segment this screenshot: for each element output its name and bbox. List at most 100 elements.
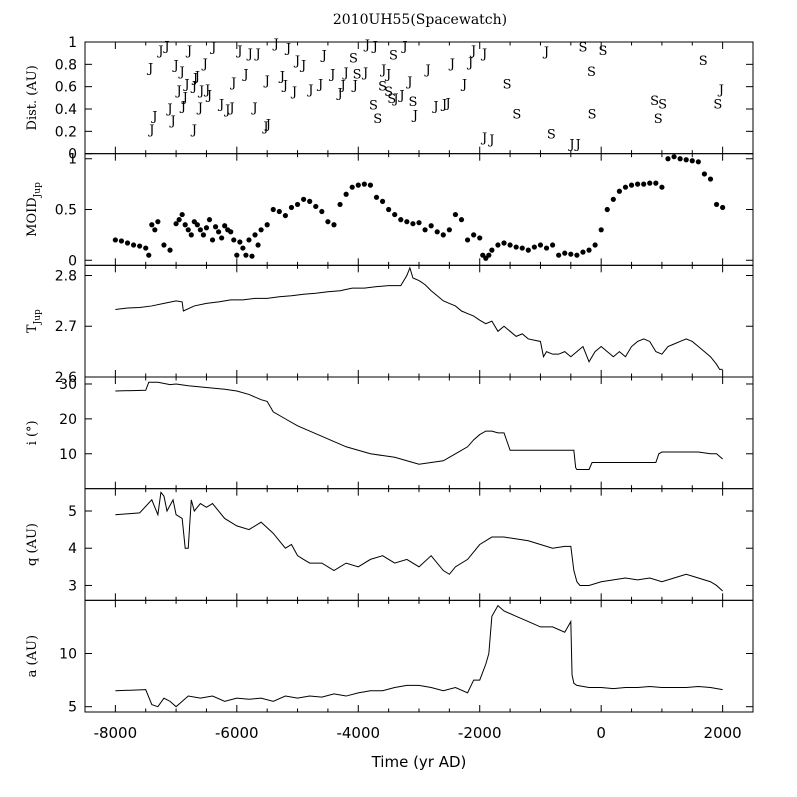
moid-point xyxy=(203,225,210,231)
encounter-marker-jupiter: J xyxy=(335,86,342,101)
encounter-marker-jupiter: J xyxy=(469,44,476,59)
encounter-marker-jupiter: J xyxy=(717,83,724,98)
moid-point xyxy=(331,222,337,228)
encounter-marker-saturn: S xyxy=(378,80,387,95)
moid-point xyxy=(255,242,261,248)
encounter-marker-jupiter: J xyxy=(156,44,163,59)
encounter-marker-jupiter: J xyxy=(203,83,210,98)
moid-point xyxy=(398,217,404,223)
moid-point xyxy=(616,188,623,194)
encounter-marker-jupiter: J xyxy=(320,48,327,63)
moid-point xyxy=(167,247,173,253)
encounter-marker-jupiter: J xyxy=(400,39,407,54)
moid-point xyxy=(367,182,374,188)
moid-point xyxy=(349,184,355,190)
panel-q: 3 4 5 q (AU) xyxy=(25,488,754,601)
moid-point xyxy=(130,242,137,248)
y-axis-label: Dist. (AU) xyxy=(25,65,40,130)
moid-point xyxy=(507,242,513,248)
encounter-marker-jupiter: J xyxy=(384,67,391,82)
moid-point xyxy=(568,251,574,257)
y-tick-label: 0.5 xyxy=(55,203,77,219)
y-tick-label: 3 xyxy=(68,578,77,594)
encounter-marker-jupiter: J xyxy=(196,101,203,116)
moid-point xyxy=(416,220,422,226)
moid-point xyxy=(677,156,683,162)
moid-point xyxy=(231,237,237,243)
moid-point xyxy=(182,222,188,228)
moid-point xyxy=(695,159,701,165)
encounter-marker-jupiter: J xyxy=(246,47,253,62)
encounter-marker-saturn: S xyxy=(387,92,396,107)
y-tick-label: 0 xyxy=(68,147,77,163)
encounter-marker-jupiter: J xyxy=(193,70,200,85)
encounter-marker-saturn: S xyxy=(389,48,398,63)
moid-point xyxy=(246,237,252,243)
moid-point xyxy=(155,219,161,225)
encounter-marker-jupiter: J xyxy=(351,78,358,93)
moid-point xyxy=(513,244,519,250)
moid-point xyxy=(713,201,720,208)
encounter-marker-jupiter: J xyxy=(264,118,271,133)
moid-point xyxy=(440,232,446,238)
encounter-marker-jupiter: J xyxy=(480,131,487,146)
encounter-marker-jupiter: J xyxy=(241,67,248,82)
encounter-marker-saturn: S xyxy=(579,40,588,55)
moid-point xyxy=(146,252,152,258)
encounter-marker-saturn: S xyxy=(349,52,358,67)
x-tick-label: -6000 xyxy=(215,724,259,742)
panel-frame xyxy=(84,376,754,490)
encounter-marker-jupiter: J xyxy=(466,56,473,71)
encounter-marker-jupiter: J xyxy=(431,100,438,115)
y-tick-label: 5 xyxy=(68,504,77,520)
panel-incl: 10 20 30 i (°) xyxy=(25,376,754,490)
encounter-marker-jupiter: J xyxy=(306,83,313,98)
y-tick-label: 0.8 xyxy=(55,57,77,73)
moid-point xyxy=(185,227,191,233)
moid-point xyxy=(422,227,428,233)
y-axis-label: a (AU) xyxy=(25,635,40,677)
encounter-marker-saturn: S xyxy=(373,112,382,127)
moid-point xyxy=(519,245,525,251)
moid-point xyxy=(486,252,492,258)
y-tick-label: 1 xyxy=(68,35,77,51)
encounter-marker-jupiter: J xyxy=(178,65,185,80)
moid-point xyxy=(671,154,677,160)
encounter-marker-jupiter: J xyxy=(363,38,370,53)
moid-point xyxy=(477,235,483,241)
moid-point xyxy=(574,252,580,258)
encounter-marker-jupiter: J xyxy=(342,66,349,81)
moid-point xyxy=(209,237,216,243)
moid-point xyxy=(319,208,325,215)
chart-title: 2010UH55(Spacewatch) xyxy=(333,12,507,28)
moid-point xyxy=(604,206,610,213)
moid-point xyxy=(550,242,556,248)
moid-point xyxy=(343,191,349,197)
moid-point xyxy=(337,201,343,208)
encounter-marker-jupiter: J xyxy=(253,47,260,62)
panel-a: 5 10 a (AU) xyxy=(25,599,754,716)
moid-point xyxy=(537,242,544,248)
encounter-marker-saturn: S xyxy=(384,85,393,100)
encounter-marker-jupiter: J xyxy=(175,84,182,99)
moid-point xyxy=(161,242,167,248)
moid-point xyxy=(294,201,301,208)
y-axis-label-subscript: Jup xyxy=(33,182,43,198)
moid-point xyxy=(647,180,653,186)
moid-point xyxy=(543,245,550,251)
y-axis-label: i (°) xyxy=(25,420,40,445)
x-tick-label: -8000 xyxy=(94,724,138,742)
moid-point xyxy=(173,221,179,227)
moid-point xyxy=(665,156,671,162)
encounter-marker-jupiter: J xyxy=(162,39,169,54)
x-tick-label: 0 xyxy=(596,724,606,742)
moid-point xyxy=(701,171,708,177)
encounter-marker-jupiter: J xyxy=(371,39,378,54)
moid-point xyxy=(252,232,258,238)
moid-point xyxy=(707,176,714,182)
encounter-marker-jupiter: J xyxy=(397,88,404,103)
moid-point xyxy=(222,223,228,229)
encounter-marker-jupiter: J xyxy=(281,78,288,93)
